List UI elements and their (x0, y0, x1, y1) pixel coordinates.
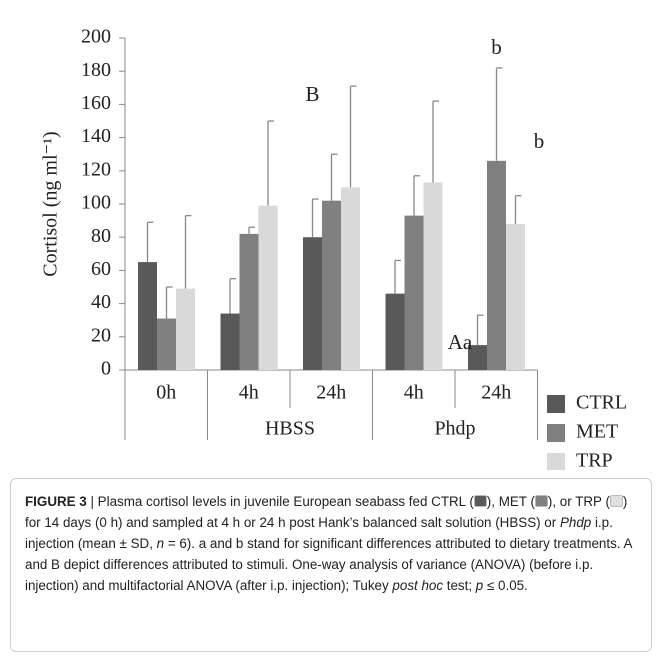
caption-text: = 6). a and b stand for significant diff… (25, 536, 632, 593)
x-tick-label: 4h (404, 382, 424, 404)
y-tick-label: 80 (91, 225, 111, 247)
caption-text: test; (443, 578, 476, 593)
group-label: HBSS (265, 418, 315, 440)
x-tick-label: 4h (239, 382, 259, 404)
y-axis-label: Cortisol (ng ml⁻¹) (40, 131, 62, 276)
bar (157, 318, 176, 370)
bar (303, 237, 322, 370)
y-tick-label: 0 (101, 358, 111, 380)
y-tick-label: 180 (81, 59, 111, 81)
caption-text: | Plasma cortisol levels in juvenile Eur… (86, 494, 474, 509)
legend-label: MET (576, 421, 618, 443)
bar (404, 215, 424, 370)
x-tick-label: 0h (156, 382, 176, 404)
legend-swatch (547, 453, 565, 471)
group-label: Phdp (434, 418, 475, 440)
legend-icon (609, 495, 623, 507)
caption-text: ), MET ( (486, 494, 535, 509)
bar (176, 288, 195, 370)
caption-text: ) for 14 days (0 h) and sampled at 4 h o… (25, 494, 628, 530)
bar (220, 313, 240, 370)
y-tick-label: 20 (91, 324, 111, 346)
bar (487, 160, 506, 370)
y-tick-label: 200 (81, 26, 111, 48)
caption-text: ), or TRP ( (547, 494, 610, 509)
legend-label: TRP (576, 450, 613, 470)
bar (239, 233, 259, 370)
annotation: B (305, 82, 319, 106)
annotation: b (534, 129, 545, 153)
caption-text: n (156, 536, 165, 551)
caption-text: p (475, 578, 484, 593)
bar (322, 200, 341, 370)
caption-text: i.p. injection (mean ± SD, (25, 515, 613, 551)
bar (385, 293, 405, 370)
bar (468, 345, 487, 370)
caption-text: post hoc (392, 578, 444, 593)
y-tick-label: 160 (81, 92, 111, 114)
bar (258, 205, 278, 370)
legend-swatch (547, 395, 565, 413)
legend-swatch (547, 424, 565, 442)
x-tick-label: 24h (481, 382, 511, 404)
y-tick-label: 120 (81, 158, 111, 180)
y-tick-label: 40 (91, 291, 111, 313)
caption-label: FIGURE 3 (25, 494, 87, 509)
y-tick-label: 140 (81, 125, 111, 147)
bar (138, 262, 157, 370)
bar (341, 187, 360, 370)
y-tick-label: 100 (81, 192, 111, 214)
bar (423, 182, 443, 370)
chart: Cortisol (ng ml⁻¹) 0 20 40 60 80 100 120 140 160… (40, 26, 628, 472)
annotation: b (491, 35, 502, 59)
legend-icon (473, 495, 487, 507)
x-tick-label: 24h (316, 382, 346, 404)
bar (506, 223, 525, 370)
y-tick-label: 60 (91, 258, 111, 280)
annotation: Aa (448, 330, 473, 354)
caption-text: Phdp (559, 515, 592, 530)
caption: FIGURE 3 | Plasma cortisol levels in juv… (10, 478, 652, 652)
caption-text: ≤ 0.05. (483, 578, 528, 593)
legend-icon (534, 495, 548, 507)
legend-label: CTRL (576, 392, 627, 414)
